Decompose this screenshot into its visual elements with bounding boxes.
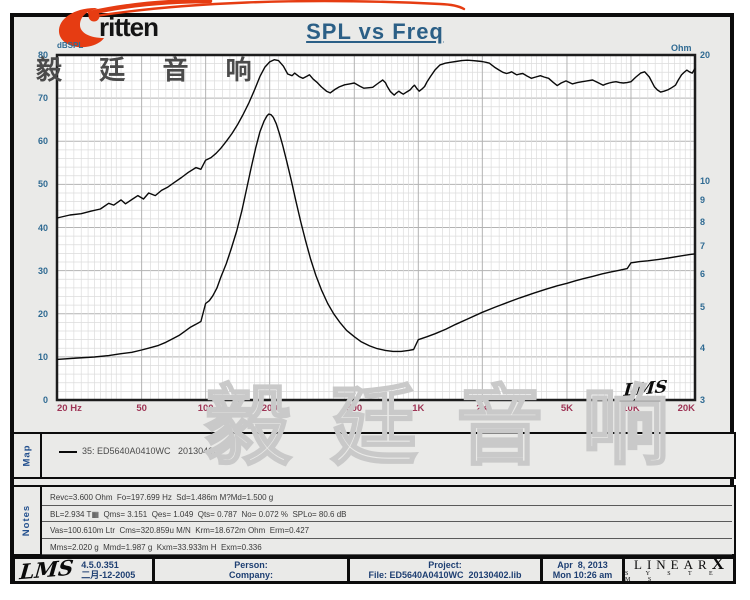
y-left-tick-label: 70 [37, 93, 48, 104]
y-left-tick-label: 60 [37, 136, 48, 147]
y-right-tick-label: 4 [700, 342, 706, 353]
y-right-tick-label: 8 [700, 216, 706, 227]
ts-parameters-line-1: Revc=3.600 Ohm Fo=197.699 Hz Sd=1.486m M… [42, 489, 732, 506]
logo-crescent-icon [58, 8, 104, 48]
y-right-tick-label: 9 [700, 195, 706, 206]
ts-parameters-line-4: Mms=2.020 g Mmd=1.987 g Kxm=33.933m H Ex… [42, 539, 732, 555]
person-label: Person: [234, 560, 268, 570]
y-right-tick-label: 10 [700, 176, 711, 187]
x-tick-label: 50 [136, 403, 147, 414]
x-tick-label: 10K [622, 403, 640, 414]
map-panel: Map 35: ED5640A0410WC 20130406 [12, 432, 736, 479]
x-tick-label: 2K [476, 403, 489, 414]
logo-swoosh-tail-thick [87, 0, 213, 16]
y-right-tick-label: 3 [700, 395, 706, 405]
y-right-tick-label: 6 [700, 268, 706, 279]
notes-panel: Notes Revc=3.600 Ohm Fo=197.699 Hz Sd=1.… [12, 485, 736, 556]
x-tick-label: 100 [197, 403, 214, 414]
project-label: Project: [428, 560, 462, 570]
impedance-curve [56, 113, 696, 361]
plot-border [55, 53, 697, 402]
y-right-axis-label: Ohm [671, 43, 692, 53]
notes-body: Revc=3.600 Ohm Fo=197.699 Hz Sd=1.486m M… [42, 489, 732, 555]
notes-panel-label-strip: Notes [14, 487, 42, 554]
file-label: File: ED5640A0410WC 20130402.lib [368, 570, 522, 580]
footer-project-cell: Project: File: ED5640A0410WC 20130402.li… [350, 559, 543, 581]
software-version-date: 二月-12-2005 [81, 570, 136, 580]
footer-version-cell: LMS 4.5.0.351 二月-12-2005 [15, 555, 155, 584]
x-tick-label: 1K [412, 403, 425, 414]
y-left-tick-label: 30 [37, 265, 48, 276]
y-left-tick-label: 20 [37, 308, 48, 319]
x-tick-label: 500 [346, 403, 363, 414]
page-title: SPL vs Freq [306, 19, 444, 44]
y-left-tick-label: 0 [42, 395, 48, 405]
y-left-tick-label: 80 [37, 50, 48, 60]
software-version: 4.5.0.351 [81, 560, 119, 570]
x-tick-label: 200 [261, 403, 278, 414]
y-left-axis-label: dBSPL [57, 41, 84, 50]
ts-parameters-line-3: Vas=100.610m Ltr Cms=320.859u M/N Krm=18… [42, 522, 732, 539]
x-tick-label: 5K [560, 403, 574, 414]
y-right-tick-label: 5 [700, 302, 706, 313]
logo-dot-icon [88, 10, 100, 22]
x-tick-label: 20K [677, 403, 695, 414]
y-right-tick-label: 7 [700, 240, 706, 251]
footer-brand-cell: LINEARX S Y S T E M S [625, 553, 733, 583]
brand-logo-text: ritten [99, 12, 159, 42]
watermark-cjk-top: 毅 廷 音 响 [36, 55, 267, 85]
y-right-tick-label: 20 [700, 50, 711, 60]
report-date: Apr 8, 2013 [557, 560, 608, 570]
footer-person-cell: Person: Company: [155, 559, 350, 581]
y-left-tick-label: 10 [37, 351, 48, 362]
ts-parameters-line-2: BL=2.934 T▦ Qms= 3.151 Qes= 1.049 Qts= 0… [42, 506, 732, 522]
legend-line-swatch [59, 451, 77, 453]
y-left-tick-label: 40 [37, 222, 48, 233]
linearx-systems-label: S Y S T E M S [625, 570, 721, 583]
footer-bar: LMS 4.5.0.351 二月-12-2005 Person: Company… [12, 553, 736, 584]
legend-entry: 35: ED5640A0410WC 20130406 [82, 446, 219, 456]
spl-curve [56, 59, 696, 219]
linearx-logo: LINEARX [634, 553, 724, 573]
company-label: Company: [228, 570, 273, 580]
logo-swoosh-tail [94, 0, 466, 18]
map-panel-label-strip: Map [14, 434, 42, 477]
footer-date-cell: Apr 8, 2013 Mon 10:26 am [543, 559, 625, 581]
report-time: Mon 10:26 am [552, 570, 613, 580]
x-tick-label: 20 Hz [57, 403, 82, 414]
y-left-tick-label: 50 [37, 179, 48, 190]
lms-plot-logo: LMS [622, 377, 669, 401]
